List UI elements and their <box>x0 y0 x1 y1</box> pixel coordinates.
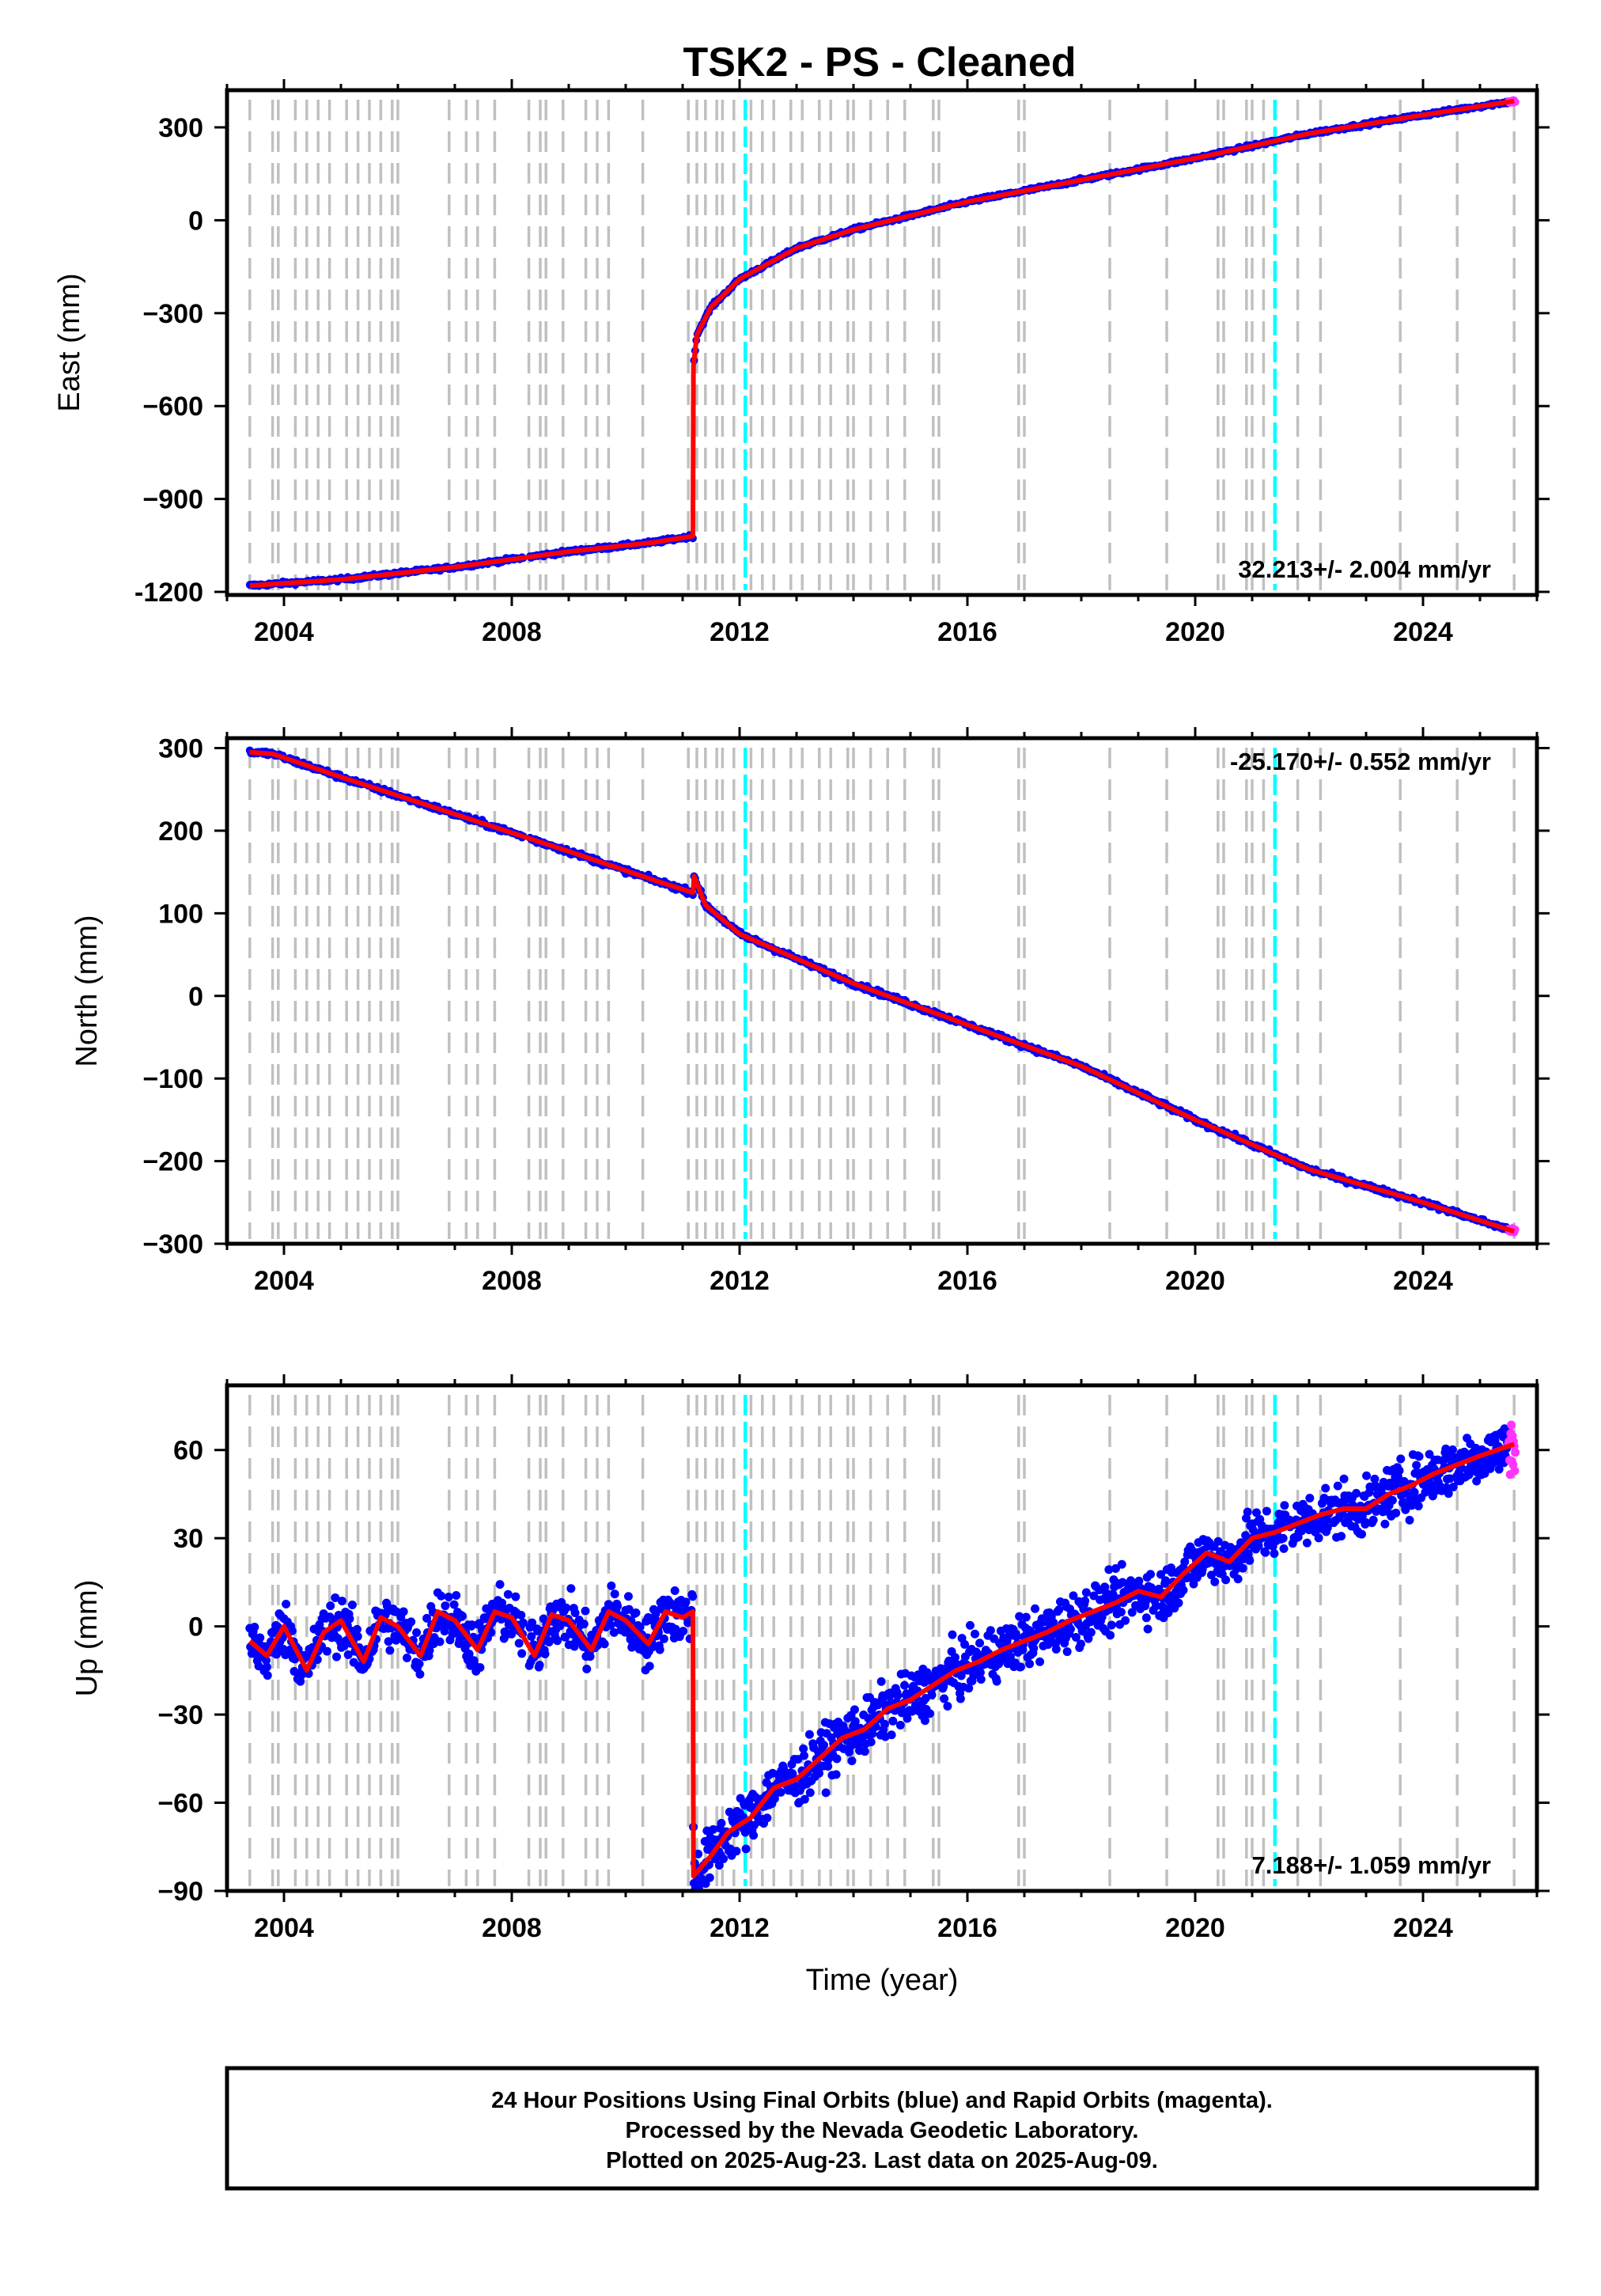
x-tick-label: 2008 <box>482 1266 542 1296</box>
x-tick-label: 2004 <box>254 617 314 647</box>
x-axis-label: Time (year) <box>806 1964 959 1997</box>
x-tick-label: 2008 <box>482 1913 542 1943</box>
y-tick-label: 100 <box>158 899 203 929</box>
y-tick-label: −300 <box>142 299 203 329</box>
footer-box: 24 Hour Positions Using Final Orbits (bl… <box>225 2066 1539 2191</box>
final-orbit-points <box>245 1424 1512 1891</box>
footer-border <box>225 2066 1539 2191</box>
x-tick-label: 2016 <box>937 1913 997 1943</box>
y-tick-label: −90 <box>157 1877 203 1907</box>
y-tick-label: −600 <box>142 392 203 422</box>
x-tick-label: 2024 <box>1393 1913 1453 1943</box>
east-panel: 2004 2008 2012 2016 2020 2024 -1200 −900 −600 −30… <box>53 79 1550 647</box>
y-tick-label: 0 <box>188 206 203 236</box>
y-axis-label: Up (mm) <box>70 1580 104 1697</box>
x-tick-label: 2004 <box>254 1913 314 1943</box>
y-axis-label: North (mm) <box>70 915 104 1067</box>
plot-area <box>245 96 1520 590</box>
up-panel: 2004 2008 2012 2016 2020 2024 −90 −60 −30 0 30 60 Up… <box>70 1374 1550 1997</box>
x-tick-label: 2020 <box>1165 617 1225 647</box>
y-tick-label: −30 <box>157 1700 203 1730</box>
y-tick-label: 300 <box>158 113 203 143</box>
y-tick-label: 0 <box>188 982 203 1012</box>
x-tick-label: 2004 <box>254 1266 314 1296</box>
model-line <box>249 98 1515 589</box>
x-tick-label: 2012 <box>710 1266 770 1296</box>
y-tick-label: 300 <box>158 734 203 764</box>
model-line <box>248 1442 1516 1879</box>
y-axis-label: East (mm) <box>53 273 86 411</box>
y-tick-label: 0 <box>188 1612 203 1642</box>
velocity-annotation: -25.170+/- 0.552 mm/yr <box>1230 748 1491 775</box>
x-tick-label: 2012 <box>710 617 770 647</box>
plot-area <box>245 1420 1520 1891</box>
footer-line-3: Plotted on 2025-Aug-23. Last data on 202… <box>606 2148 1158 2173</box>
north-panel: 2004 2008 2012 2016 2020 2024 −300 −200 −100 0 100… <box>70 727 1550 1296</box>
x-tick-label: 2020 <box>1165 1266 1225 1296</box>
y-tick-label: 30 <box>173 1524 203 1554</box>
y-tick-label: 200 <box>158 816 203 847</box>
plot-area <box>245 746 1520 1237</box>
y-tick-label: -1200 <box>134 578 203 608</box>
footer-line-2: Processed by the Nevada Geodetic Laborat… <box>626 2118 1139 2143</box>
plot-frame <box>225 736 1539 1246</box>
figure-title: TSK2 - PS - Cleaned <box>683 40 1077 85</box>
velocity-annotation: 32.213+/- 2.004 mm/yr <box>1238 555 1491 583</box>
model-line <box>249 749 1516 1234</box>
x-tick-label: 2016 <box>937 1266 997 1296</box>
x-tick-label: 2024 <box>1393 617 1453 647</box>
x-tick-label: 2008 <box>482 617 542 647</box>
y-tick-label: −300 <box>142 1229 203 1260</box>
y-tick-label: 60 <box>173 1436 203 1466</box>
plot-frame <box>225 88 1539 597</box>
x-tick-label: 2020 <box>1165 1913 1225 1943</box>
x-tick-label: 2024 <box>1393 1266 1453 1296</box>
y-tick-label: −60 <box>157 1789 203 1819</box>
rapid-orbit-points <box>1504 1420 1520 1480</box>
x-tick-label: 2012 <box>710 1913 770 1943</box>
footer-line-1: 24 Hour Positions Using Final Orbits (bl… <box>491 2088 1273 2113</box>
velocity-annotation: 7.188+/- 1.059 mm/yr <box>1252 1851 1491 1879</box>
y-tick-label: −200 <box>142 1147 203 1177</box>
y-tick-label: −100 <box>142 1064 203 1094</box>
plot-frame <box>225 1383 1539 1893</box>
x-tick-label: 2016 <box>937 617 997 647</box>
y-tick-label: −900 <box>142 485 203 515</box>
